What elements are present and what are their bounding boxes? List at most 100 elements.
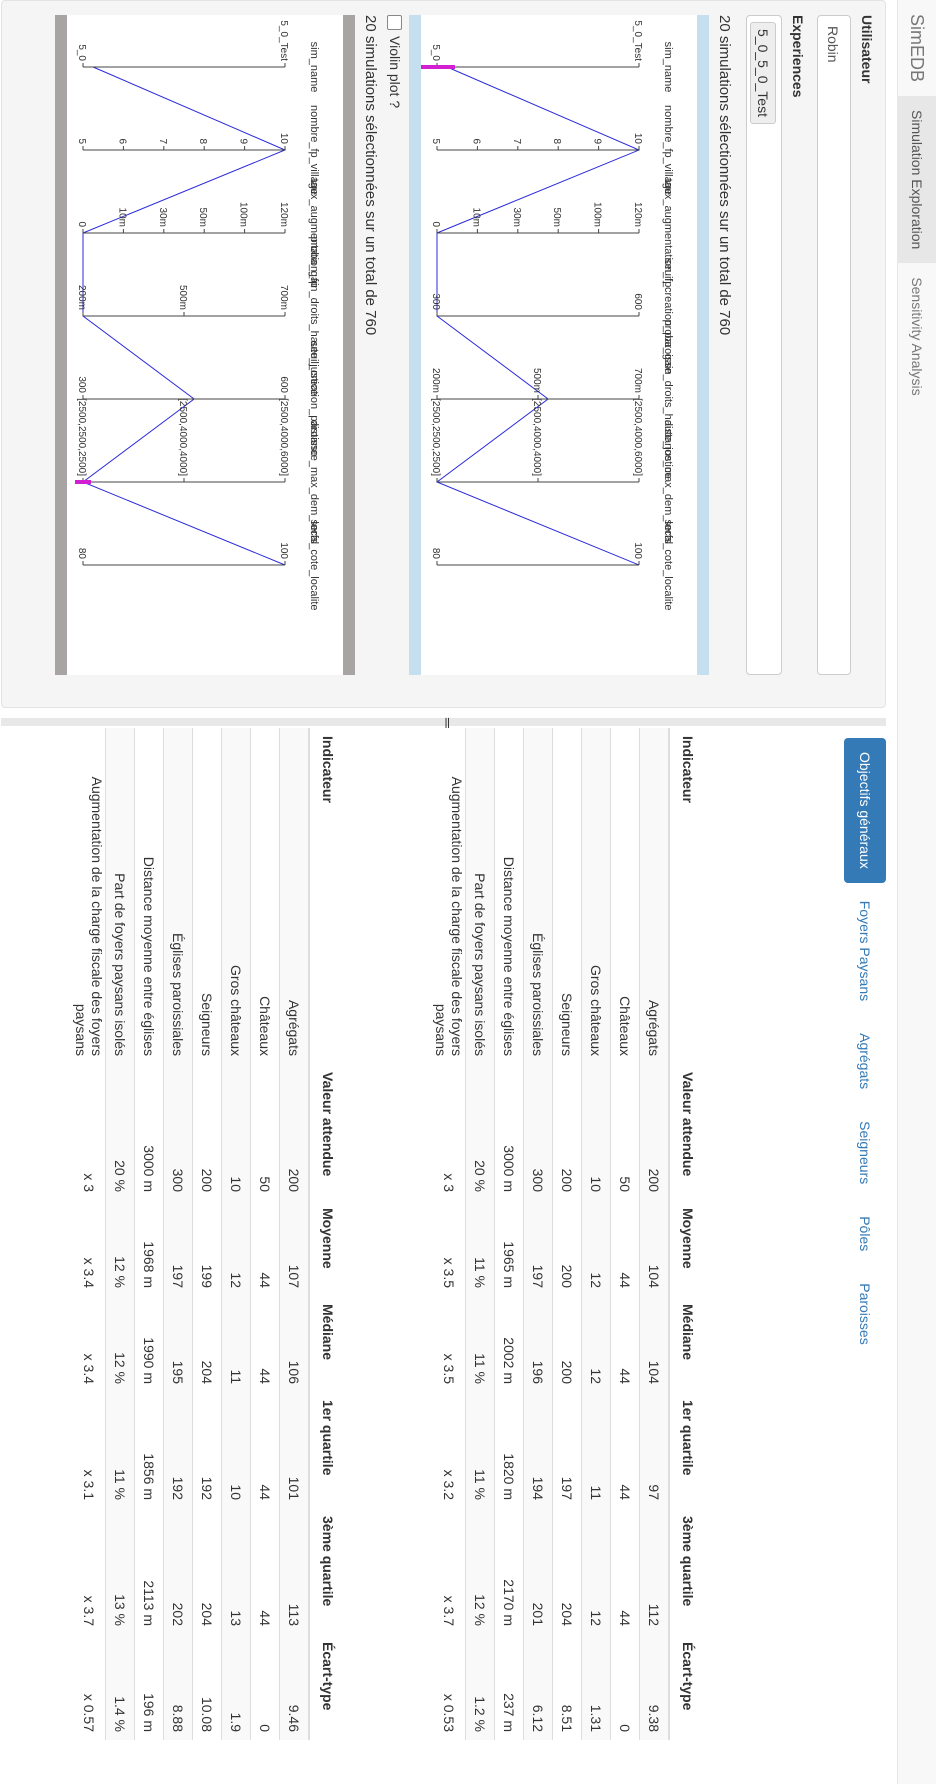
value-cell: 50 <box>610 1064 640 1200</box>
tick-label: 700m <box>632 368 643 393</box>
column-header[interactable]: 3ème quartile <box>309 1508 346 1634</box>
value-cell: 1.9 <box>221 1634 251 1740</box>
tick-label: 50m <box>197 208 208 227</box>
tab-sensitivity-analysis[interactable]: Sensitivity Analysis <box>909 277 925 396</box>
value-cell: 200 <box>192 1064 222 1200</box>
value-cell: x 3.5 <box>433 1296 466 1392</box>
axis-label: nombre_fp_village <box>662 105 674 195</box>
tick-label: 30m <box>157 208 168 227</box>
value-cell: 195 <box>163 1296 193 1392</box>
value-cell: 200 <box>552 1064 582 1200</box>
value-cell: 11 % <box>105 1392 135 1508</box>
tab-objectifs-generaux[interactable]: Objectifs généraux <box>844 738 886 883</box>
value-cell: 197 <box>163 1200 193 1296</box>
column-header[interactable]: Médiane <box>309 1296 346 1392</box>
column-header[interactable]: Indicateur <box>669 728 706 1064</box>
value-cell: 10 <box>221 1392 251 1508</box>
column-header[interactable]: 1er quartile <box>309 1392 346 1508</box>
indicator-cell: Châteaux <box>610 728 640 1064</box>
value-cell: 8.88 <box>163 1634 193 1740</box>
tick-label: 9 <box>238 138 249 144</box>
column-header[interactable]: Écart-type <box>309 1634 346 1740</box>
tab-agregats[interactable]: Agrégats <box>857 1033 873 1090</box>
brush-selection[interactable] <box>75 480 91 484</box>
tab-seigneurs[interactable]: Seigneurs <box>857 1121 873 1185</box>
value-cell: 10 <box>581 1064 611 1200</box>
tick-label: 5_0 <box>76 44 87 61</box>
value-cell: 44 <box>610 1508 640 1634</box>
violin-checkbox[interactable] <box>387 15 403 30</box>
column-header[interactable]: Médiane <box>669 1296 706 1392</box>
table-header-row: Indicateur Valeur attendue Moyenne Médiane 1… <box>309 728 346 1740</box>
table-row: Églises paroissiales 300 197 196 194 201 6.12 <box>523 728 553 1740</box>
value-cell: 104 <box>639 1296 669 1392</box>
column-header[interactable]: Valeur attendue <box>309 1064 346 1200</box>
user-select[interactable]: Robin <box>817 15 851 675</box>
table-row: Distance moyenne entre églises 3000 m 1968… <box>134 728 164 1740</box>
drag-handle-icon[interactable]: ═ <box>440 718 456 728</box>
brush-selection[interactable] <box>421 65 455 69</box>
tab-foyers-paysans[interactable]: Foyers Paysans <box>857 900 873 1002</box>
value-cell: 200 <box>639 1064 669 1200</box>
tick-label: 500m <box>531 368 542 393</box>
value-cell: 3000 m <box>494 1064 524 1200</box>
value-cell: 2170 m <box>494 1508 524 1634</box>
value-cell: 44 <box>250 1296 280 1392</box>
tab-simulation-exploration[interactable]: Simulation Exploration <box>898 96 936 264</box>
table-row: Châteaux 50 44 44 44 44 0 <box>610 728 640 1740</box>
parcoords-svg[interactable]: sim_name 5_0_Test 5_0 nombre_fp_village 10 9 8… <box>421 15 697 675</box>
table-row: Gros châteaux 10 12 12 11 12 1.31 <box>581 728 611 1740</box>
table-row: Agrégats 200 107 106 101 113 9.46 <box>279 728 309 1740</box>
value-cell: 11 <box>221 1296 251 1392</box>
tick-label: 120m <box>632 202 643 227</box>
tick-label: 300 <box>430 293 441 310</box>
value-cell: 197 <box>523 1200 553 1296</box>
value-cell: 192 <box>192 1392 222 1508</box>
experience-chip[interactable]: 5_0_5_0_Test <box>750 22 776 124</box>
value-cell: 9.38 <box>639 1634 669 1740</box>
value-cell: 1820 m <box>494 1392 524 1508</box>
value-cell: 101 <box>279 1392 309 1508</box>
tick-label: 200m <box>430 368 441 393</box>
tick-label: 80 <box>76 548 87 560</box>
value-cell: 44 <box>610 1200 640 1296</box>
value-cell: 201 <box>523 1508 553 1634</box>
violin-toggle[interactable]: Violin plot ? <box>387 15 403 108</box>
tab-poles[interactable]: Pôles <box>857 1216 873 1252</box>
value-cell: 200 <box>279 1064 309 1200</box>
top-navbar: SimEDB Simulation Exploration Sensitivit… <box>897 0 936 1784</box>
value-cell: 3000 m <box>134 1064 164 1200</box>
value-cell: 107 <box>279 1200 309 1296</box>
parallel-coordinates-plot-1[interactable]: sim_name 5_0_Test 5_0 nombre_fp_village 10 9 8… <box>409 15 709 675</box>
value-cell: x 3.7 <box>433 1508 466 1634</box>
column-header[interactable]: 1er quartile <box>669 1392 706 1508</box>
column-header[interactable]: 3ème quartile <box>669 1508 706 1634</box>
parallel-coordinates-plot-2[interactable]: sim_name 5_0_Test 5_0 nombre_fp_village 10 9 8… <box>55 15 355 675</box>
table-row: Agrégats 200 104 104 97 112 9.38 <box>639 728 669 1740</box>
tick-label: 10m <box>470 208 481 227</box>
indicator-cell: Agrégats <box>639 728 669 1064</box>
value-cell: 11 <box>581 1392 611 1508</box>
value-cell: 12 <box>581 1296 611 1392</box>
value-cell: 0 <box>250 1634 280 1740</box>
value-cell: 197 <box>552 1392 582 1508</box>
value-cell: 1.31 <box>581 1634 611 1740</box>
column-header[interactable]: Moyenne <box>309 1200 346 1296</box>
value-cell: 199 <box>192 1200 222 1296</box>
value-cell: x 3.4 <box>73 1200 106 1296</box>
tick-label: 5_0 <box>430 44 441 61</box>
column-header[interactable]: Indicateur <box>309 728 346 1064</box>
panel-splitter[interactable]: ═ <box>1 718 886 728</box>
value-cell: 1990 m <box>134 1296 164 1392</box>
table-row: Châteaux 50 44 44 44 44 0 <box>250 728 280 1740</box>
tab-paroisses[interactable]: Paroisses <box>857 1283 873 1345</box>
column-header[interactable]: Écart-type <box>669 1634 706 1740</box>
indicator-cell: Gros châteaux <box>581 728 611 1064</box>
column-header[interactable]: Valeur attendue <box>669 1064 706 1200</box>
experiences-select[interactable]: 5_0_5_0_Test <box>746 15 782 675</box>
column-header[interactable]: Moyenne <box>669 1200 706 1296</box>
value-cell: 11 % <box>465 1200 495 1296</box>
parcoords-svg[interactable]: sim_name 5_0_Test 5_0 nombre_fp_village 10 9 8… <box>67 15 343 675</box>
brand-logo[interactable]: SimEDB <box>907 14 927 83</box>
indicator-cell: Distance moyenne entre églises <box>134 728 164 1064</box>
